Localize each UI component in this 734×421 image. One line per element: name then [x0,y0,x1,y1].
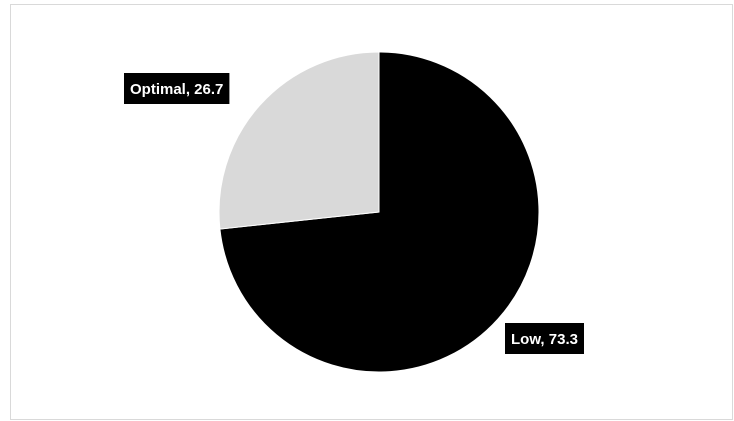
label-optimal: Optimal, 26.7 [124,73,230,104]
label-optimal-text: Optimal, 26.7 [130,81,223,98]
label-low-text: Low, 73.3 [511,331,578,348]
label-optimal-background [124,73,230,104]
label-low-background [505,323,584,354]
label-low: Low, 73.3 [505,323,584,354]
pie-slices [218,51,540,373]
pie-labels: Low, 73.3 Optimal, 26.7 [124,73,584,354]
pie-slice-optimal [218,51,380,230]
